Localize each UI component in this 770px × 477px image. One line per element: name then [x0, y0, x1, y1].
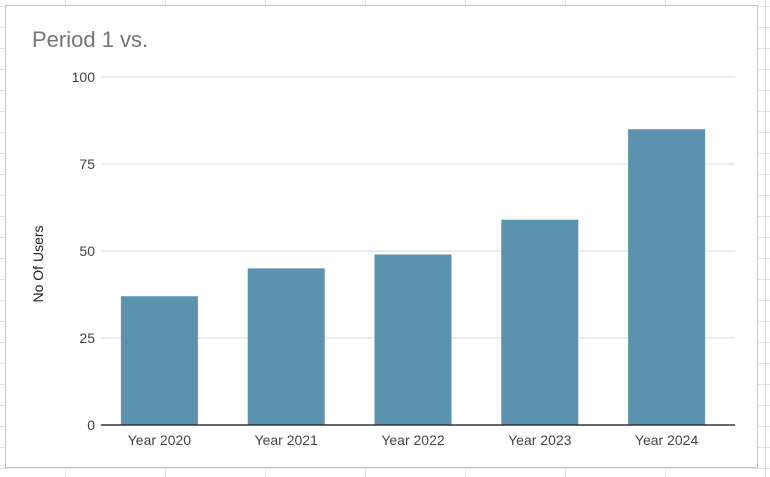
- bar-chart: 0 25 50 75 100 Year 2020 Year 2021 Year 2022 Yea…: [30, 69, 735, 448]
- y-tick-label: 25: [79, 330, 95, 346]
- bars: [120, 129, 706, 425]
- bar-year-2021: [247, 268, 325, 425]
- x-tick-label: Year 2024: [635, 432, 699, 448]
- y-tick-label: 0: [87, 417, 95, 433]
- chart-title: Period 1 vs.: [32, 27, 149, 52]
- bar-year-2022: [374, 254, 452, 425]
- x-tick-label: Year 2023: [508, 432, 572, 448]
- y-tick-label: 100: [72, 69, 96, 85]
- y-axis-label: No Of Users: [30, 225, 46, 302]
- bar-year-2024: [628, 129, 706, 425]
- x-tick-label: Year 2020: [128, 432, 192, 448]
- y-tick-label: 50: [79, 243, 95, 259]
- axes: 0 25 50 75 100 Year 2020 Year 2021 Year 2022 Yea…: [72, 69, 735, 448]
- x-tick-label: Year 2022: [381, 432, 445, 448]
- bar-year-2023: [501, 219, 579, 425]
- chart-card[interactable]: Period 1 vs. 0 25 50 75 100 Year 2020 Year 202…: [5, 5, 758, 468]
- y-tick-label: 75: [79, 156, 95, 172]
- x-tick-label: Year 2021: [255, 432, 319, 448]
- bar-year-2020: [120, 296, 198, 425]
